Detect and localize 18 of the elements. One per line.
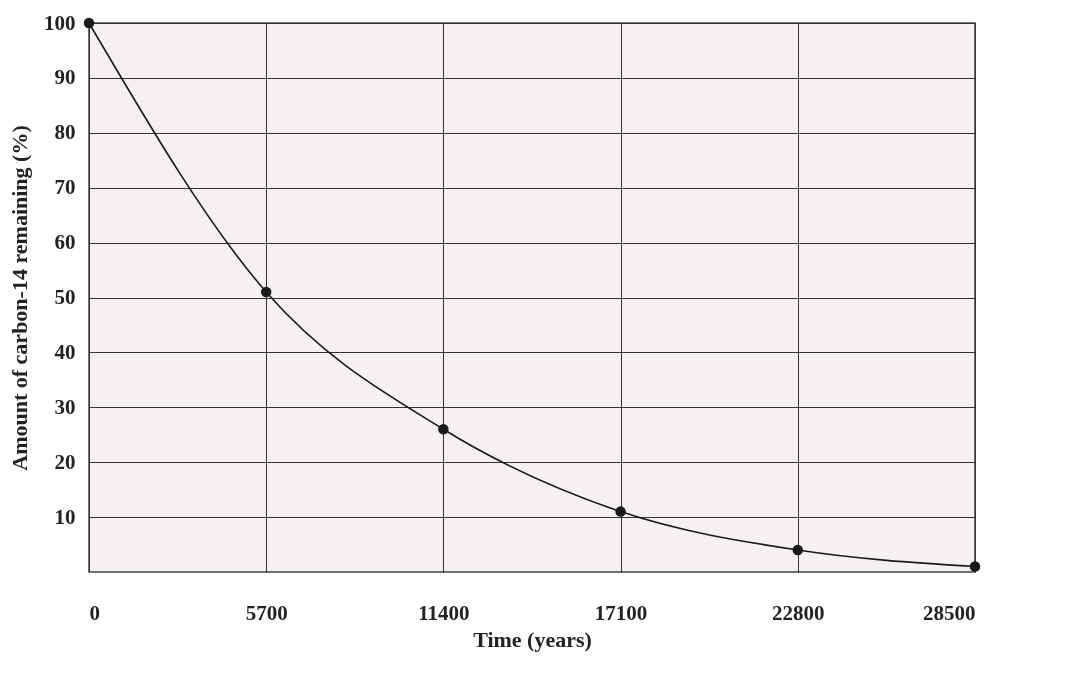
x-tick-label: 5700 [245, 600, 288, 625]
x-tick-label: 28500 [923, 600, 976, 625]
y-tick-label: 20 [54, 449, 76, 474]
y-axis-title: Amount of carbon-14 remaining (%) [7, 125, 32, 471]
y-tick-label: 80 [54, 120, 76, 145]
y-tick-label: 30 [54, 394, 76, 419]
y-tick-label: 100 [44, 10, 76, 35]
x-axis-title: Time (years) [473, 626, 592, 652]
y-tick-label: 50 [54, 285, 76, 309]
y-tick-label: 40 [54, 339, 76, 364]
x-tick-label: 17100 [594, 600, 648, 625]
y-tick-label: 10 [54, 504, 76, 529]
y-tick-label: 70 [54, 175, 76, 200]
x-tick-label: 0 [89, 600, 100, 625]
x-tick-label: 11400 [418, 600, 470, 625]
y-tick-label: 90 [54, 65, 76, 90]
x-tick-label: 22800 [772, 600, 825, 625]
y-tick-label: 60 [54, 230, 76, 255]
